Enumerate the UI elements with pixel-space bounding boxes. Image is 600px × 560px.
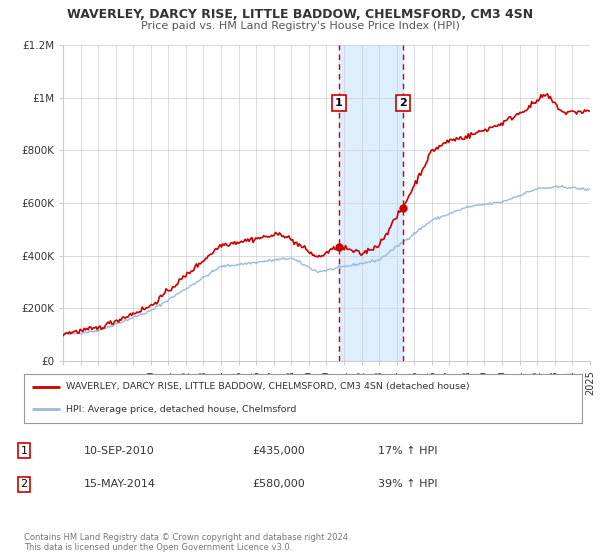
Text: WAVERLEY, DARCY RISE, LITTLE BADDOW, CHELMSFORD, CM3 4SN: WAVERLEY, DARCY RISE, LITTLE BADDOW, CHE… [67,8,533,21]
Text: 39% ↑ HPI: 39% ↑ HPI [378,479,437,489]
Text: 17% ↑ HPI: 17% ↑ HPI [378,446,437,456]
Text: £435,000: £435,000 [252,446,305,456]
Text: This data is licensed under the Open Government Licence v3.0.: This data is licensed under the Open Gov… [24,543,292,552]
Text: WAVERLEY, DARCY RISE, LITTLE BADDOW, CHELMSFORD, CM3 4SN (detached house): WAVERLEY, DARCY RISE, LITTLE BADDOW, CHE… [66,382,469,391]
Text: 2: 2 [399,98,407,108]
Text: £580,000: £580,000 [252,479,305,489]
Text: 1: 1 [335,98,343,108]
Text: 10-SEP-2010: 10-SEP-2010 [84,446,155,456]
Text: Contains HM Land Registry data © Crown copyright and database right 2024.: Contains HM Land Registry data © Crown c… [24,533,350,542]
Text: HPI: Average price, detached house, Chelmsford: HPI: Average price, detached house, Chel… [66,405,296,414]
Text: 15-MAY-2014: 15-MAY-2014 [84,479,156,489]
Text: Price paid vs. HM Land Registry's House Price Index (HPI): Price paid vs. HM Land Registry's House … [140,21,460,31]
Bar [339,45,403,361]
Text: 1: 1 [20,446,28,456]
Text: 2: 2 [20,479,28,489]
